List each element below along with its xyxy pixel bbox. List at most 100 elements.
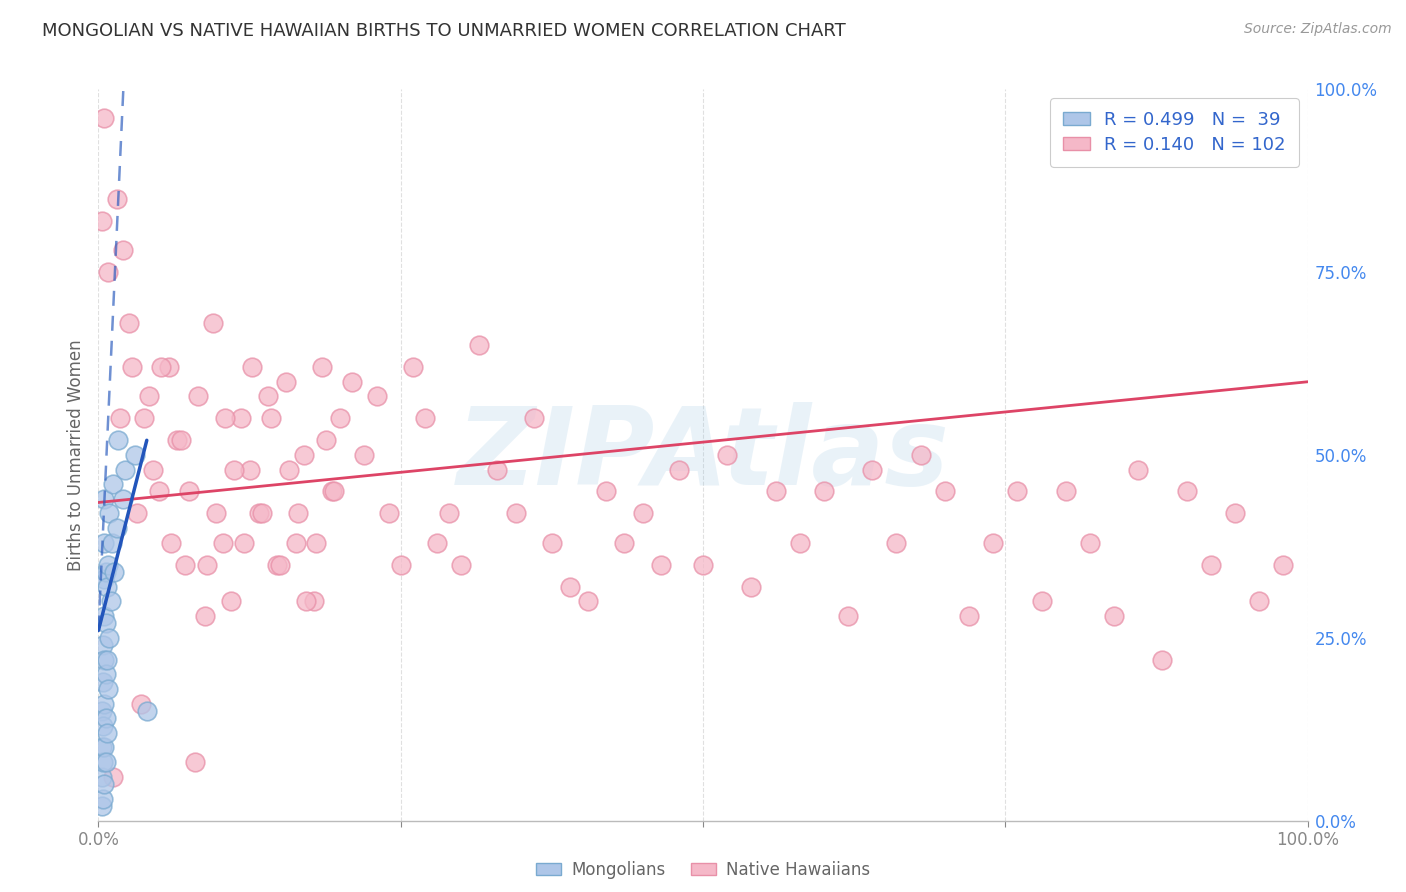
Point [222,462,245,476]
Point [91,638,114,652]
Point [321,484,343,499]
Point [91,740,114,755]
Point [269,558,291,572]
Point [558,580,581,594]
Point [860,462,883,476]
Point [103,565,125,579]
Point [957,608,980,623]
Text: ZIPAtlas: ZIPAtlas [457,402,949,508]
Point [174,558,197,572]
Point [323,484,346,499]
Point [266,558,288,572]
Point [486,462,509,476]
Point [402,360,425,375]
Point [96,580,118,594]
Point [148,484,170,499]
Point [184,755,207,769]
Point [93,608,115,623]
Point [287,507,309,521]
Point [212,535,235,549]
Point [202,316,225,330]
Text: MONGOLIAN VS NATIVE HAWAIIAN BIRTHS TO UNMARRIED WOMEN CORRELATION CHART: MONGOLIAN VS NATIVE HAWAIIAN BIRTHS TO U… [42,22,846,40]
Point [1102,608,1125,623]
Point [118,316,141,330]
Point [221,594,243,608]
Point [194,608,217,623]
Text: Source: ZipAtlas.com: Source: ZipAtlas.com [1244,22,1392,37]
Point [187,389,209,403]
Point [305,535,328,549]
Point [114,462,136,476]
Point [295,594,318,608]
Point [1031,594,1053,608]
Point [239,462,262,476]
Point [1199,558,1222,572]
Point [93,491,115,506]
Point [523,411,546,425]
Point [94,667,117,681]
Point [91,755,114,769]
Point [93,572,115,586]
Point [91,799,114,814]
Point [366,389,388,403]
Point [96,653,118,667]
Point [204,507,226,521]
Point [668,462,690,476]
Point [692,558,714,572]
Point [111,243,134,257]
Point [97,265,120,279]
Point [256,389,278,403]
Point [934,484,956,499]
Point [240,360,263,375]
Point [94,711,117,725]
Point [91,718,114,732]
Point [101,770,124,784]
Point [377,507,399,521]
Point [437,507,460,521]
Point [93,740,115,755]
Point [837,608,859,623]
Point [1007,484,1029,499]
Point [91,791,114,805]
Point [94,755,117,769]
Point [789,535,811,549]
Point [105,521,128,535]
Point [413,411,436,425]
Point [576,594,599,608]
Point [100,594,122,608]
Point [134,411,156,425]
Point [292,448,315,462]
Point [260,411,283,425]
Point [93,112,115,126]
Point [91,674,114,689]
Point [101,477,124,491]
Point [214,411,236,425]
Point [1175,484,1198,499]
Point [96,726,118,740]
Point [108,411,131,425]
Point [247,507,270,521]
Point [98,631,121,645]
Point [389,558,412,572]
Point [274,375,297,389]
Point [650,558,672,572]
Point [426,535,449,549]
Point [121,360,143,375]
Point [910,448,932,462]
Point [886,535,908,549]
Point [450,558,472,572]
Point [1272,558,1295,572]
Point [613,535,636,549]
Point [91,704,114,718]
Point [138,389,160,403]
Point [195,558,218,572]
Point [100,535,122,549]
Point [541,535,564,549]
Point [311,360,333,375]
Point [160,535,183,549]
Point [124,448,146,462]
Point [129,697,152,711]
Point [505,507,527,521]
Point [142,462,165,476]
Point [93,653,115,667]
